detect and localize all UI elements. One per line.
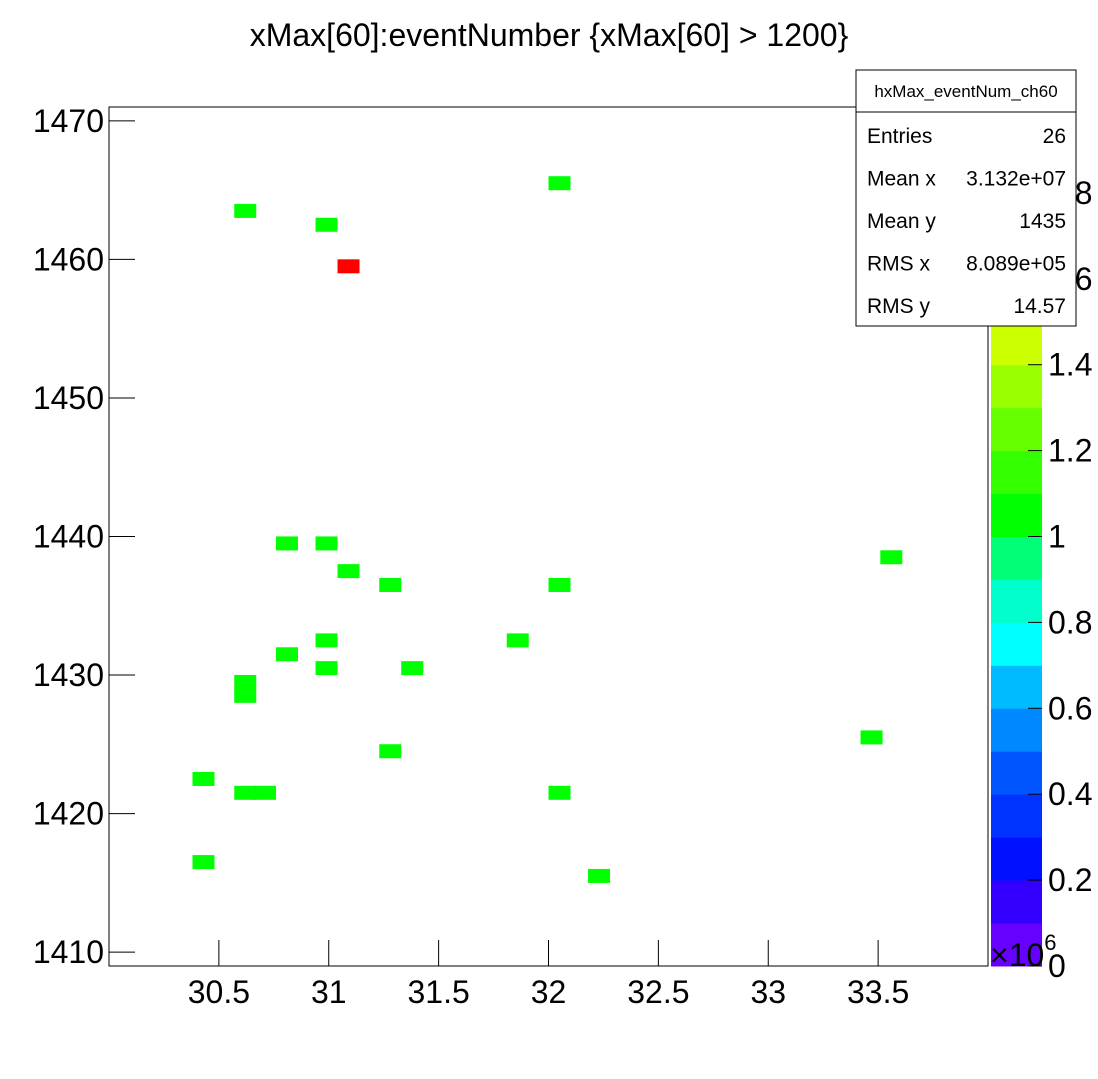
cell xyxy=(315,633,338,648)
cell xyxy=(588,868,611,883)
y-tick-label: 1440 xyxy=(33,519,104,555)
cell xyxy=(548,176,571,191)
y-tick-label: 1430 xyxy=(33,657,104,693)
cell xyxy=(880,550,903,565)
z-tick-label: 1.4 xyxy=(1048,347,1092,383)
cell xyxy=(506,633,529,648)
cell xyxy=(379,744,402,759)
palette-band xyxy=(991,407,1042,452)
cell xyxy=(275,647,298,662)
palette-band xyxy=(991,837,1042,881)
palette-band xyxy=(991,536,1042,580)
stats-name: hxMax_eventNum_ch60 xyxy=(874,82,1057,101)
cell xyxy=(315,661,338,676)
cell xyxy=(379,577,402,592)
cell xyxy=(275,536,298,551)
palette-band xyxy=(991,794,1042,838)
y-tick-label: 1450 xyxy=(33,380,104,416)
palette-band xyxy=(991,579,1042,623)
palette-band xyxy=(991,321,1042,366)
cell xyxy=(337,259,360,274)
cell xyxy=(548,785,571,800)
cell xyxy=(548,577,571,592)
x-tick-label: 31.5 xyxy=(407,974,469,1010)
stats-label: Mean y xyxy=(867,210,936,233)
cell xyxy=(315,217,338,232)
cell xyxy=(860,730,883,745)
stats-value: 8.089e+05 xyxy=(966,253,1066,276)
cell xyxy=(234,674,257,689)
stats-value: 26 xyxy=(1043,125,1066,148)
x-tick-label: 31 xyxy=(311,974,347,1010)
x-tick-label: 30.5 xyxy=(188,974,250,1010)
cell xyxy=(234,688,257,703)
stats-label: RMS y xyxy=(867,295,931,318)
z-tick-label: 1 xyxy=(1048,519,1066,555)
x-multiplier: ×106 xyxy=(990,930,1057,973)
stats-value: 1435 xyxy=(1019,210,1066,233)
palette-band xyxy=(991,751,1042,795)
y-tick-label: 1420 xyxy=(33,796,104,832)
stats-label: Entries xyxy=(867,125,932,148)
palette-band xyxy=(991,923,1042,967)
x-tick-label: 33 xyxy=(750,974,786,1010)
z-tick-label: 0.2 xyxy=(1048,862,1092,898)
y-tick-label: 1460 xyxy=(33,241,104,277)
stats-value: 14.57 xyxy=(1013,295,1066,318)
y-tick-label: 1410 xyxy=(33,934,104,970)
stats-label: RMS x xyxy=(867,253,931,276)
x-tick-label: 32 xyxy=(531,974,567,1010)
palette-band xyxy=(991,880,1042,924)
x-multiplier-base: ×10 xyxy=(990,937,1044,973)
z-tick-label: 0.6 xyxy=(1048,690,1092,726)
stats-label: Mean x xyxy=(867,168,936,191)
z-tick-label: 0.8 xyxy=(1048,604,1092,640)
stats-value: 3.132e+07 xyxy=(966,168,1066,191)
palette-band xyxy=(991,622,1042,666)
cell xyxy=(401,661,424,676)
y-tick-label: 1470 xyxy=(33,103,104,139)
cell xyxy=(192,771,215,786)
x-tick-label: 32.5 xyxy=(627,974,689,1010)
cell xyxy=(254,785,277,800)
stats-box xyxy=(855,69,1077,327)
palette-band xyxy=(991,665,1042,709)
cell xyxy=(192,855,215,870)
cell xyxy=(315,536,338,551)
palette-band xyxy=(991,364,1042,409)
palette-band xyxy=(991,708,1042,752)
x-multiplier-exponent: 6 xyxy=(1044,930,1056,955)
cell xyxy=(234,785,257,800)
x-tick-label: 33.5 xyxy=(847,974,909,1010)
palette-band xyxy=(991,493,1042,537)
cell xyxy=(337,564,360,579)
z-tick-label: 1.2 xyxy=(1048,433,1092,469)
chart-title: xMax[60]:eventNumber {xMax[60] > 1200} xyxy=(250,17,849,53)
z-tick-label: 0.4 xyxy=(1048,776,1092,812)
z-tick-label: 0 xyxy=(1048,948,1066,984)
cell xyxy=(234,203,257,218)
palette-band xyxy=(991,450,1042,495)
